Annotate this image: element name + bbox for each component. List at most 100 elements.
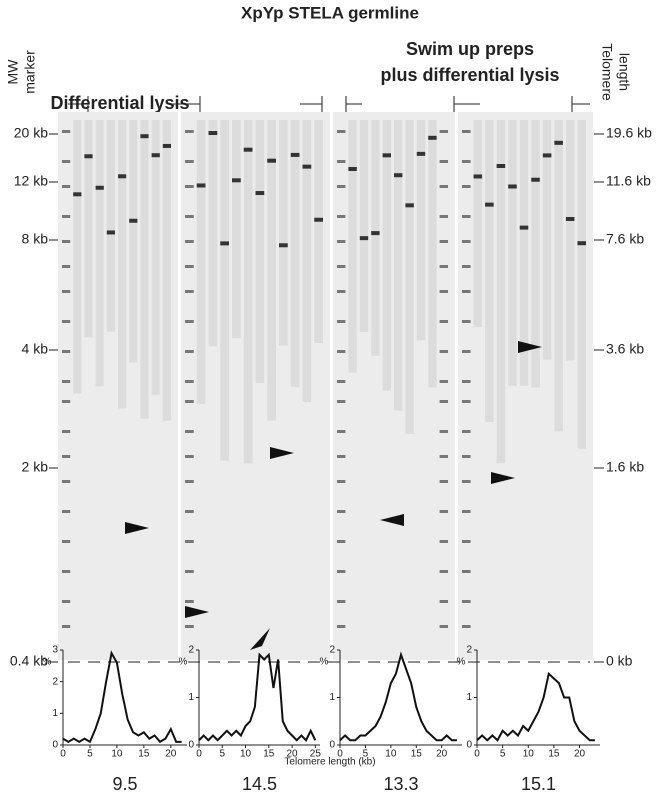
lane-smear <box>95 120 104 387</box>
marker-band <box>185 160 194 163</box>
x-tick-label: 15 <box>411 749 423 760</box>
x-tick-label: 20 <box>574 749 586 760</box>
marker-band <box>462 540 471 543</box>
marker-band <box>439 480 448 483</box>
marker-band <box>439 540 448 543</box>
arrowhead <box>250 628 270 650</box>
marker-band <box>439 430 448 433</box>
band <box>394 173 403 178</box>
marker-band <box>185 400 194 403</box>
mw-label: 20 kb <box>14 125 48 141</box>
histogram-line <box>62 650 182 744</box>
telomere-label: 7.6 kb <box>606 231 644 247</box>
marker-band <box>62 455 71 458</box>
lane-smear <box>208 120 218 347</box>
band <box>129 218 138 223</box>
marker-band <box>62 480 71 483</box>
x-tick-label: 20 <box>436 749 448 760</box>
histogram-line <box>339 651 457 742</box>
telomere-label: 1.6 kb <box>606 459 644 475</box>
marker-band <box>337 625 346 628</box>
lane-smear <box>394 120 403 411</box>
x-tick-label: 25 <box>310 749 322 760</box>
marker-band <box>337 380 346 383</box>
marker-band <box>462 430 471 433</box>
marker-band <box>337 320 346 323</box>
marker-band <box>62 600 71 603</box>
lane-smear <box>73 120 82 394</box>
lane-smear <box>140 120 149 419</box>
section-title: Swim up preps <box>406 39 534 59</box>
marker-band <box>439 290 448 293</box>
marker-band <box>462 480 471 483</box>
arrowhead <box>380 514 404 526</box>
lane-smear <box>196 120 206 405</box>
lane-smear <box>382 120 391 391</box>
lane-smear <box>314 120 323 344</box>
section-title: Differential lysis <box>50 93 189 113</box>
marker-band <box>462 160 471 163</box>
marker-band <box>62 430 71 433</box>
band <box>496 163 506 168</box>
band <box>140 134 149 139</box>
lane-smear <box>416 120 426 341</box>
lane-smear <box>151 120 160 395</box>
marker-band <box>462 600 471 603</box>
arrowhead <box>518 341 542 353</box>
band <box>473 174 483 179</box>
lane-smear <box>473 120 483 328</box>
marker-band <box>439 510 448 513</box>
marker-band <box>62 185 71 188</box>
marker-band <box>462 625 471 628</box>
lane-smear <box>542 120 552 360</box>
lane-smear <box>84 120 93 338</box>
band <box>255 191 265 196</box>
arrowhead <box>491 472 515 484</box>
marker-band <box>439 265 448 268</box>
marker-band <box>337 600 346 603</box>
y-tick-label: 2 <box>188 645 194 656</box>
lane-smear <box>162 120 171 421</box>
lane-smear <box>519 120 529 386</box>
lane-smear <box>371 120 380 356</box>
marker-band <box>462 320 471 323</box>
band <box>106 230 115 235</box>
y-tick-label: 1 <box>188 692 194 703</box>
axis-label: MW <box>5 59 21 85</box>
band <box>118 174 127 179</box>
marker-band <box>337 540 346 543</box>
x-tick-label: 20 <box>165 749 177 760</box>
mw-label: 2 kb <box>22 459 49 475</box>
lane-smear <box>565 120 575 361</box>
y-tick-label: 2 <box>52 676 58 687</box>
marker-band <box>462 400 471 403</box>
marker-band <box>337 510 346 513</box>
marker-band <box>439 185 448 188</box>
marker-band <box>439 570 448 573</box>
marker-band <box>62 540 71 543</box>
y-tick-label: 0 <box>329 740 335 751</box>
marker-band <box>62 570 71 573</box>
marker-band <box>185 430 194 433</box>
section-title: plus differential lysis <box>380 65 559 85</box>
lane-smear <box>243 120 253 464</box>
band <box>577 241 586 246</box>
marker-band <box>185 350 194 353</box>
y-tick-label: 0 <box>188 740 194 751</box>
x-tick-label: 0 <box>474 749 480 760</box>
marker-band <box>462 130 471 133</box>
histogram-line <box>476 671 595 742</box>
marker-band <box>62 130 71 133</box>
axis <box>339 650 462 746</box>
marker-band <box>462 215 471 218</box>
x-tick-label: 15 <box>548 749 560 760</box>
x-tick-label: 10 <box>240 749 252 760</box>
marker-band <box>185 600 194 603</box>
band <box>554 140 563 145</box>
marker-band <box>439 130 448 133</box>
x-tick-label: 15 <box>263 749 275 760</box>
marker-band <box>439 400 448 403</box>
y-axis-label: % <box>43 657 52 668</box>
axis-label: Telomere <box>599 43 615 101</box>
band <box>73 192 82 197</box>
